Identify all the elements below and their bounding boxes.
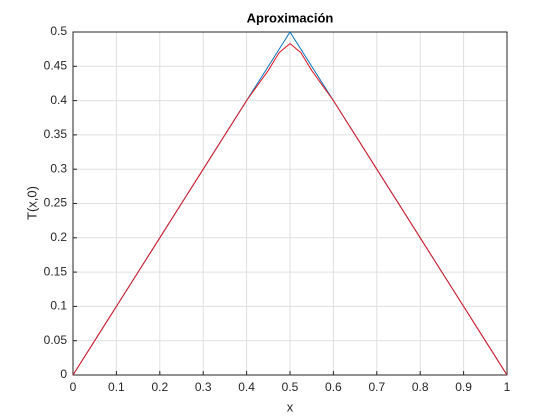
x-tick-label: 0.9 [455,380,472,394]
y-tick-label: 0.25 [44,196,68,210]
y-tick-label: 0.15 [44,264,68,278]
chart-title: Aproximación [247,10,334,25]
series-line [72,43,508,376]
y-tick-label: 0.05 [44,333,68,347]
y-tick-label: 0.1 [50,299,67,313]
x-tick-label: 0.8 [412,380,429,394]
x-tick-label: 0.3 [195,380,212,394]
x-axis-label: x [287,399,294,414]
y-tick-label: 0.4 [50,93,67,107]
x-tick-label: 0.6 [325,380,342,394]
x-tick-label: 1 [504,380,511,394]
y-axis-label: T(x,0) [24,186,39,220]
y-tick-label: 0.35 [44,127,68,141]
x-tick-label: 0.1 [108,380,125,394]
x-tick-label: 0.7 [368,380,385,394]
x-tick-label: 0.5 [282,380,299,394]
x-tick-label: 0 [70,380,77,394]
x-tick-label: 0.4 [238,380,255,394]
y-tick-label: 0.2 [50,230,67,244]
y-tick-label: 0.3 [50,161,67,175]
y-tick-label: 0 [60,367,67,381]
y-tick-label: 0.45 [44,58,68,72]
y-tick-label: 0.5 [50,24,67,38]
x-tick-label: 0.2 [151,380,168,394]
